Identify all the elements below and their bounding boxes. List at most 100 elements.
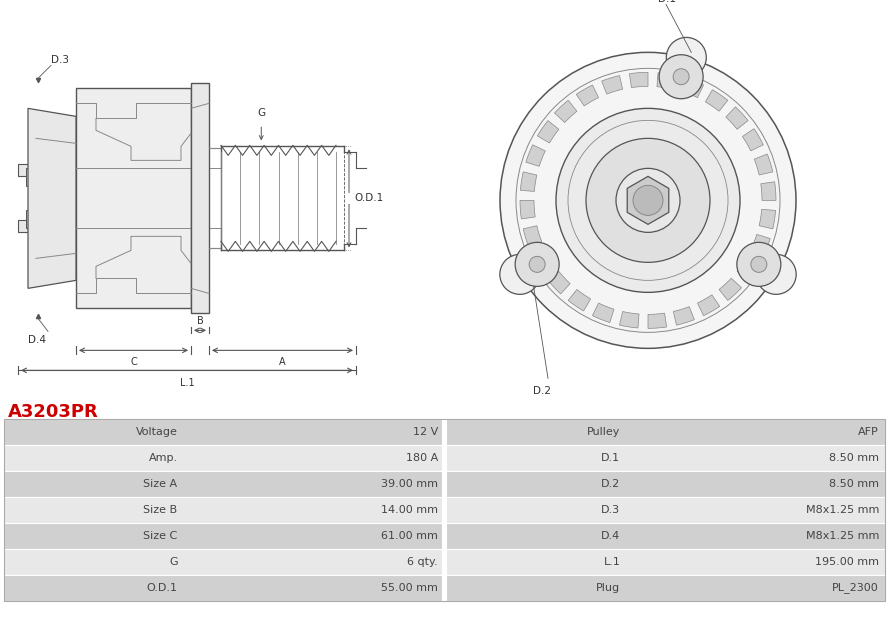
Text: D.4: D.4 [601, 531, 621, 541]
Bar [446, 445, 885, 470]
Text: D.2: D.2 [533, 386, 551, 396]
Text: Amp.: Amp. [148, 453, 178, 463]
Bar [4, 445, 442, 470]
Text: 195.00 mm: 195.00 mm [815, 557, 879, 567]
Polygon shape [602, 75, 622, 94]
Text: 180 A: 180 A [405, 453, 438, 463]
Circle shape [666, 37, 706, 77]
Circle shape [633, 186, 663, 216]
Polygon shape [719, 278, 741, 300]
Text: Size B: Size B [143, 505, 178, 515]
Bar [446, 497, 885, 523]
Bar [18, 164, 28, 176]
Polygon shape [750, 234, 770, 256]
Polygon shape [576, 85, 598, 106]
Bar [446, 549, 885, 575]
Polygon shape [698, 295, 720, 316]
Circle shape [500, 254, 540, 294]
Text: Size C: Size C [143, 531, 178, 541]
Polygon shape [705, 90, 728, 112]
Text: M8x1.25 mm: M8x1.25 mm [805, 531, 879, 541]
Circle shape [529, 256, 545, 272]
Polygon shape [520, 172, 537, 191]
Polygon shape [28, 108, 76, 288]
Polygon shape [657, 73, 677, 89]
Polygon shape [568, 290, 590, 311]
Text: 8.50 mm: 8.50 mm [829, 478, 879, 488]
Text: B: B [196, 316, 204, 326]
Polygon shape [592, 303, 614, 323]
Text: A: A [279, 358, 285, 368]
Text: G: G [257, 108, 265, 118]
Text: AFP: AFP [858, 427, 879, 437]
Bar [26, 211, 40, 229]
Circle shape [737, 242, 781, 287]
Text: 6 qty.: 6 qty. [407, 557, 438, 567]
Text: D.1: D.1 [601, 453, 621, 463]
Text: O.D.1: O.D.1 [147, 583, 178, 593]
Text: 14.00 mm: 14.00 mm [381, 505, 438, 515]
Bar [446, 523, 885, 549]
Polygon shape [682, 78, 703, 98]
Text: 39.00 mm: 39.00 mm [381, 478, 438, 488]
Text: M8x1.25 mm: M8x1.25 mm [805, 505, 879, 515]
Bar [4, 470, 442, 497]
Circle shape [586, 138, 710, 262]
Polygon shape [520, 201, 535, 219]
Bar [446, 419, 885, 445]
Bar [4, 523, 442, 549]
Circle shape [757, 254, 797, 294]
Bar [18, 221, 28, 232]
Text: A3203PR: A3203PR [8, 402, 99, 421]
Bar [26, 168, 40, 186]
Bar [4, 419, 885, 601]
Polygon shape [754, 154, 773, 175]
Text: D.1: D.1 [658, 0, 676, 4]
Text: Voltage: Voltage [136, 427, 178, 437]
Polygon shape [737, 258, 758, 280]
Polygon shape [742, 129, 764, 151]
Polygon shape [533, 250, 554, 272]
Text: Plug: Plug [597, 583, 621, 593]
Polygon shape [725, 107, 748, 130]
Text: D.4: D.4 [28, 335, 46, 345]
Text: D.3: D.3 [51, 55, 69, 65]
Polygon shape [555, 100, 577, 123]
Text: Size A: Size A [143, 478, 178, 488]
Text: 8.50 mm: 8.50 mm [829, 453, 879, 463]
Text: PL_2300: PL_2300 [832, 583, 879, 593]
Text: D.3: D.3 [601, 505, 621, 515]
Circle shape [673, 69, 689, 85]
Circle shape [556, 108, 740, 292]
Text: 61.00 mm: 61.00 mm [381, 531, 438, 541]
Polygon shape [759, 209, 775, 229]
Polygon shape [648, 313, 667, 328]
Text: Pulley: Pulley [587, 427, 621, 437]
Text: 12 V: 12 V [412, 427, 438, 437]
Polygon shape [629, 72, 648, 88]
Text: D.2: D.2 [601, 478, 621, 488]
Polygon shape [673, 307, 694, 325]
Bar [4, 497, 442, 523]
Polygon shape [620, 312, 639, 328]
Polygon shape [548, 272, 570, 294]
Bar [4, 419, 442, 445]
Polygon shape [761, 182, 776, 201]
Bar [446, 575, 885, 601]
Text: L.1: L.1 [180, 378, 195, 388]
Bar [191, 83, 209, 313]
Circle shape [751, 256, 767, 272]
Bar [4, 549, 442, 575]
Circle shape [500, 52, 796, 348]
Text: O.D.1: O.D.1 [354, 193, 383, 203]
Circle shape [659, 55, 703, 98]
Polygon shape [628, 176, 669, 224]
Bar [76, 88, 191, 308]
Circle shape [629, 181, 667, 219]
Circle shape [616, 168, 680, 232]
Text: L.1: L.1 [604, 557, 621, 567]
Polygon shape [537, 121, 559, 143]
Polygon shape [524, 226, 541, 247]
Circle shape [515, 242, 559, 287]
Text: G: G [169, 557, 178, 567]
